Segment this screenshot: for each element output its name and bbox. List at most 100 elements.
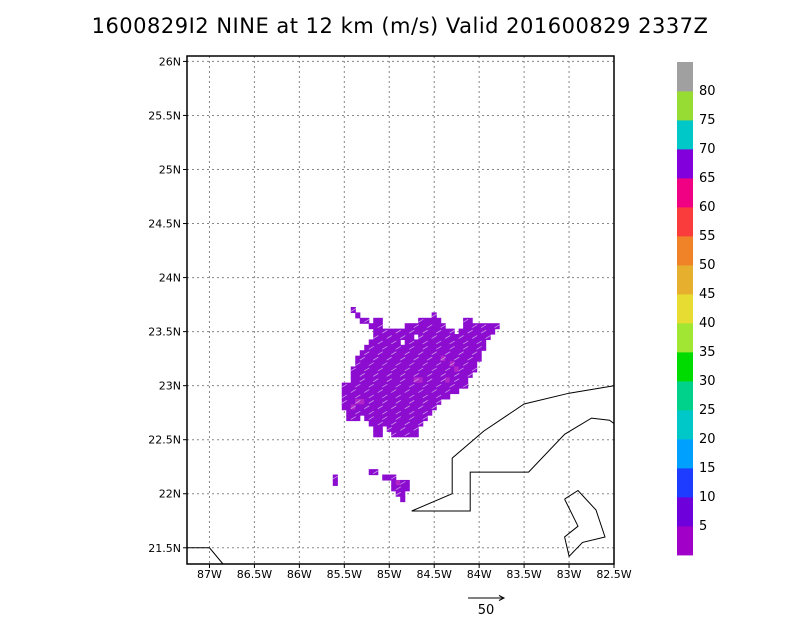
wind-cell	[364, 371, 370, 378]
wind-cell	[355, 355, 361, 362]
wind-cell	[386, 404, 392, 411]
wind-cell	[377, 431, 383, 438]
wind-cell	[391, 377, 397, 384]
wind-cell	[431, 355, 437, 362]
wind-cell	[404, 361, 410, 368]
colorbar-segment	[677, 236, 693, 266]
colorbar-segment	[677, 526, 693, 556]
wind-cell	[427, 350, 433, 357]
x-tick-label: 82.5W	[596, 568, 631, 581]
y-tick-label: 23N	[159, 380, 181, 393]
wind-cell	[454, 350, 460, 357]
wind-cell	[373, 361, 379, 368]
wind-arrow	[377, 324, 383, 329]
wind-cell	[431, 361, 437, 368]
y-tick-label: 21.5N	[148, 542, 181, 555]
wind-arrow	[467, 329, 473, 334]
wind-arrow	[382, 362, 388, 366]
wind-cell	[413, 393, 419, 400]
wind-arrow	[400, 481, 406, 485]
wind-cell	[359, 350, 365, 357]
wind-arrow	[458, 335, 464, 339]
wind-cell	[431, 344, 437, 351]
wind-arrow	[431, 367, 437, 372]
wind-arrow	[444, 335, 451, 339]
wind-arrow	[418, 389, 424, 393]
wind-cell	[350, 371, 356, 378]
wind-cell	[377, 371, 383, 378]
wind-cell	[467, 366, 473, 373]
wind-cell	[449, 355, 455, 362]
wind-arrow	[440, 356, 446, 361]
reference-vector-arrowhead	[498, 595, 506, 601]
colorbar-label: 5	[699, 519, 707, 534]
wind-cell	[418, 355, 424, 362]
wind-cell	[391, 485, 397, 492]
wind-cell	[458, 371, 464, 378]
wind-cell	[427, 404, 433, 411]
y-tick-label: 22.5N	[148, 434, 181, 447]
wind-cell	[364, 393, 370, 400]
wind-arrow	[404, 421, 410, 426]
wind-cell	[413, 415, 419, 422]
wind-cell	[400, 496, 406, 503]
wind-arrow	[462, 362, 469, 366]
wind-cell	[400, 393, 406, 400]
wind-cell	[409, 431, 415, 438]
wind-cell	[431, 382, 437, 389]
wind-arrow	[395, 410, 401, 415]
wind-cell	[355, 388, 361, 395]
wind-cell	[463, 366, 469, 373]
wind-arrow	[418, 421, 424, 426]
wind-cell	[386, 398, 392, 405]
wind-cell	[350, 398, 356, 405]
colorbar-segment	[677, 62, 693, 92]
y-tick-label: 25N	[159, 163, 181, 176]
colorbar-label: 35	[699, 345, 716, 360]
wind-cell	[431, 371, 437, 378]
colorbar-segment	[677, 178, 693, 208]
wind-cell	[445, 339, 451, 346]
grid-lines	[187, 56, 614, 564]
colorbar-label: 15	[699, 461, 716, 476]
wind-arrow	[400, 378, 406, 383]
colorbar-label: 55	[699, 229, 716, 244]
wind-cell	[395, 431, 401, 438]
wind-cell	[359, 366, 365, 373]
wind-cell	[481, 344, 487, 351]
wind-arrow	[409, 383, 415, 388]
chart-title: 1600829I2 NINE at 12 km (m/s) Valid 2016…	[91, 14, 709, 38]
wind-cell	[341, 388, 347, 395]
wind-cell	[427, 328, 433, 335]
wind-cell	[418, 393, 424, 400]
wind-cell	[449, 366, 455, 373]
wind-arrow	[404, 367, 410, 372]
wind-cell	[373, 328, 379, 335]
wind-cell	[440, 328, 446, 335]
wind-cell	[427, 382, 433, 389]
wind-arrow	[435, 400, 442, 404]
wind-arrow	[391, 432, 397, 437]
wind-arrow	[422, 345, 428, 350]
wind-cell	[386, 361, 392, 368]
wind-cell	[472, 328, 478, 335]
wind-arrow	[409, 345, 415, 350]
wind-cell	[413, 339, 419, 346]
wind-cell	[364, 355, 370, 362]
wind-cell	[427, 409, 433, 416]
wind-cell	[458, 382, 464, 389]
wind-cell	[413, 388, 419, 395]
wind-cell	[400, 388, 406, 395]
wind-arrow	[386, 356, 392, 361]
wind-cell	[400, 485, 406, 492]
wind-arrow	[364, 389, 370, 393]
wind-cell	[404, 371, 410, 378]
wind-cell	[409, 334, 415, 341]
wind-cell	[418, 415, 424, 422]
wind-arrow	[404, 432, 410, 437]
wind-cell	[467, 350, 473, 357]
wind-cell	[418, 361, 424, 368]
wind-cell	[377, 344, 383, 351]
wind-arrow	[386, 335, 392, 339]
wind-arrow	[449, 383, 455, 388]
